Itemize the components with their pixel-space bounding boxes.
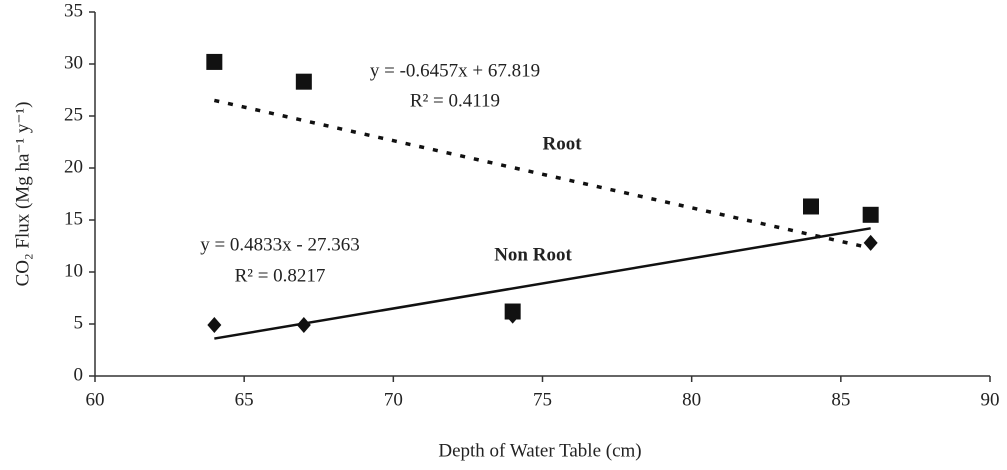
diamond-marker	[863, 234, 878, 251]
x-tick-label: 75	[533, 389, 552, 410]
x-axis-label: Depth of Water Table (cm)	[438, 440, 641, 461]
y-tick-label: 15	[64, 208, 83, 229]
square-marker	[295, 73, 312, 90]
y-tick-label: 30	[64, 52, 83, 73]
x-tick-label: 80	[682, 389, 701, 410]
x-tick-label: 90	[981, 389, 1000, 410]
annotation: R² = 0.4119	[410, 90, 500, 111]
x-tick-label: 65	[235, 389, 254, 410]
series-label: Non Root	[494, 244, 572, 265]
trendline	[213, 98, 872, 250]
annotation: y = 0.4833x - 27.363	[200, 234, 360, 255]
diamond-marker	[296, 317, 311, 334]
y-axis-label: CO₂ Flux (Mg ha⁻¹ y⁻¹)	[12, 102, 33, 287]
y-tick-label: 25	[64, 104, 83, 125]
y-tick-label: 5	[74, 312, 84, 333]
y-tick-label: 10	[64, 260, 83, 281]
square-marker	[803, 198, 819, 215]
annotation: R² = 0.8217	[235, 265, 326, 286]
square-marker	[862, 206, 879, 223]
annotation: y = -0.6457x + 67.819	[370, 60, 540, 81]
x-tick-label: 70	[384, 389, 403, 410]
y-tick-label: 0	[74, 364, 84, 385]
trendline	[214, 227, 871, 340]
y-tick-label: 20	[64, 156, 83, 177]
x-tick-label: 85	[831, 389, 850, 410]
diamond-marker	[505, 307, 520, 324]
diamond-marker	[207, 317, 222, 334]
y-tick-label: 35	[64, 0, 83, 21]
x-tick-label: 60	[86, 389, 105, 410]
square-marker	[206, 53, 223, 70]
series-label: Root	[542, 133, 582, 154]
